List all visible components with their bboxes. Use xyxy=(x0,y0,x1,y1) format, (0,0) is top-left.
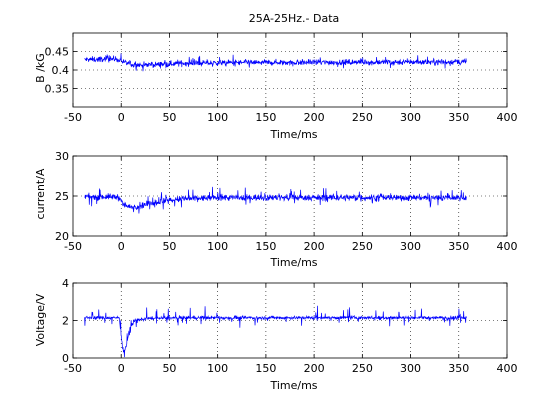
x-tick-label: 50 xyxy=(162,111,176,124)
x-axis-label: Time/ms xyxy=(269,379,317,392)
x-tick-label: 200 xyxy=(304,362,325,375)
x-tick-label: 250 xyxy=(352,240,373,253)
x-tick-label: 100 xyxy=(207,362,228,375)
x-tick-label: 200 xyxy=(304,111,325,124)
x-tick-label: 50 xyxy=(162,362,176,375)
x-tick-label: 350 xyxy=(448,240,469,253)
x-tick-label: 250 xyxy=(352,362,373,375)
y-tick-label: 0.45 xyxy=(45,46,70,59)
x-tick-label: 350 xyxy=(448,111,469,124)
x-tick-label: 300 xyxy=(400,362,421,375)
data-series-line xyxy=(84,53,467,72)
voltage-subplot: Time/ms Voltage/V -50 0 50 100 150 200 250 300 3… xyxy=(34,277,518,392)
y-tick-label: 30 xyxy=(55,150,69,163)
x-tick-label: 50 xyxy=(162,240,176,253)
x-tick-label: 300 xyxy=(400,240,421,253)
data-series-line xyxy=(84,305,467,358)
y-tick-label: 0 xyxy=(62,352,69,365)
x-tick-label: 300 xyxy=(400,111,421,124)
y-tick-label: 20 xyxy=(55,230,69,243)
x-tick-label: 350 xyxy=(448,362,469,375)
current-subplot: Time/ms current/A -50 0 50 100 150 200 250 300 3… xyxy=(34,150,518,269)
y-axis-label: B /kG xyxy=(34,53,47,83)
y-axis-label: current/A xyxy=(34,168,47,219)
x-tick-label: 100 xyxy=(207,240,228,253)
data-series-line xyxy=(84,186,467,214)
y-axis-label: Voltage/V xyxy=(34,293,47,346)
y-tick-label: 2 xyxy=(62,315,69,328)
x-tick-label: 400 xyxy=(497,240,518,253)
x-tick-label: -50 xyxy=(64,111,82,124)
x-tick-label: 150 xyxy=(255,362,276,375)
x-axis-label: Time/ms xyxy=(269,128,317,141)
x-tick-label: 0 xyxy=(118,362,125,375)
y-tick-label: 0.35 xyxy=(45,83,70,96)
y-tick-label: 4 xyxy=(62,277,69,290)
y-tick-label: 0.4 xyxy=(52,64,70,77)
b-field-subplot: 25A-25Hz.- Data Time/ms B /kG -50 0 50 100 1… xyxy=(34,12,518,141)
x-tick-label: 150 xyxy=(255,111,276,124)
x-tick-label: 150 xyxy=(255,240,276,253)
x-tick-label: 400 xyxy=(497,362,518,375)
x-tick-label: 250 xyxy=(352,111,373,124)
x-tick-label: 200 xyxy=(304,240,325,253)
chart-title: 25A-25Hz.- Data xyxy=(249,12,340,25)
x-tick-label: 0 xyxy=(118,240,125,253)
x-axis-label: Time/ms xyxy=(269,256,317,269)
x-tick-label: 0 xyxy=(118,111,125,124)
x-tick-label: -50 xyxy=(64,240,82,253)
x-tick-label: 400 xyxy=(497,111,518,124)
y-tick-label: 25 xyxy=(55,190,69,203)
x-tick-label: -50 xyxy=(64,362,82,375)
x-tick-label: 100 xyxy=(207,111,228,124)
